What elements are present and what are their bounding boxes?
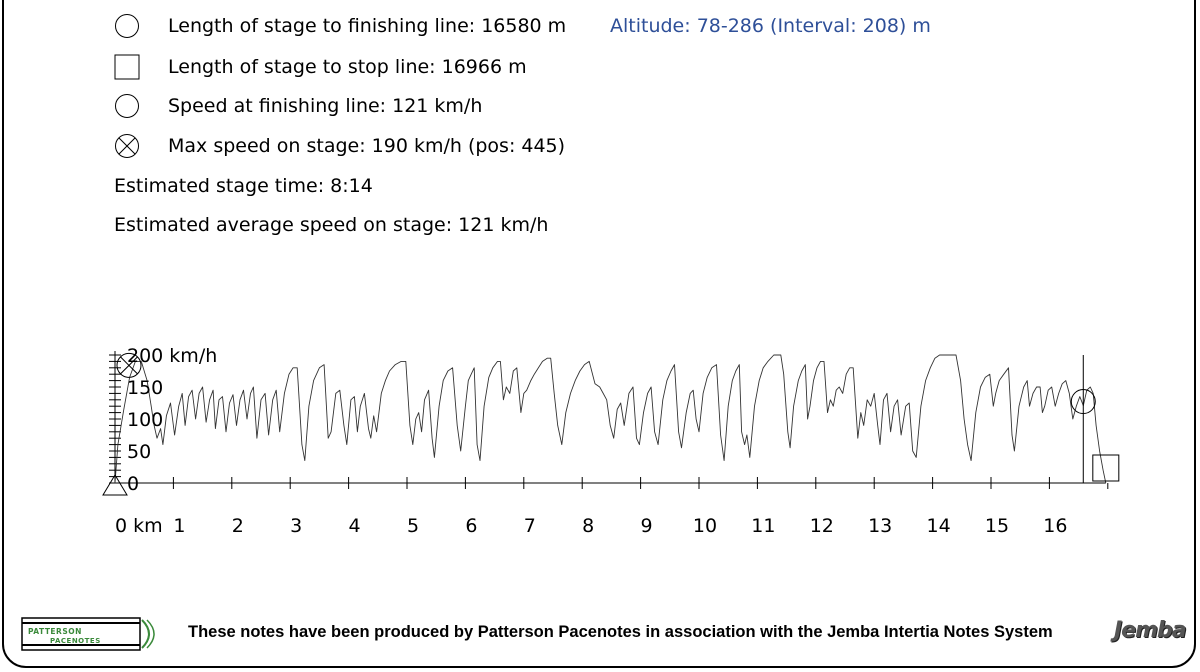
logo-line2: PACENOTES [50, 637, 101, 645]
estimated-stage-time: Estimated stage time: 8:14 [114, 175, 373, 197]
legend-finish-speed-text: Speed at finishing line: 121 km/h [168, 95, 483, 117]
footer-credit: These notes have been produced by Patter… [188, 623, 1053, 641]
x-tick-label: 4 [349, 515, 361, 537]
x-tick-label: 9 [641, 515, 653, 537]
stop-square-icon [114, 54, 140, 80]
chart-series [114, 354, 1107, 484]
chart-markers [102, 352, 1120, 496]
finish-circle-marker [1070, 389, 1096, 415]
max-speed-marker [116, 352, 142, 378]
x-tick-label: 2 [232, 515, 244, 537]
y-tick-label: 150 [127, 377, 163, 399]
max-speed-circle-x-icon [115, 134, 139, 158]
x-tick-label: 0 km [115, 515, 163, 537]
x-tick-label: 3 [290, 515, 302, 537]
y-tick-label: 50 [127, 441, 151, 463]
x-tick-label: 13 [868, 515, 892, 537]
max-speed-marker-x2 [120, 356, 138, 375]
legend-max-speed-text: Max speed on stage: 190 km/h (pos: 445) [168, 135, 566, 157]
x-tick-label: 5 [407, 515, 419, 537]
logo-line1: PATTERSON [28, 627, 82, 636]
chart-axes [109, 351, 1109, 489]
x-tick-label: 15 [985, 515, 1009, 537]
x-tick-label: 10 [693, 515, 717, 537]
x-tick-label: 14 [927, 515, 951, 537]
x-tick-label: 8 [582, 515, 594, 537]
x-tick-label: 16 [1043, 515, 1067, 537]
stop-square-marker [1092, 454, 1120, 482]
start-triangle-marker [102, 474, 128, 496]
x-tick-label: 12 [810, 515, 834, 537]
altitude-info: Altitude: 78-286 (Interval: 208) m [610, 15, 931, 37]
estimated-average-speed: Estimated average speed on stage: 121 km… [114, 214, 549, 236]
jemba-logo: Jemba [1114, 618, 1187, 643]
finish-circle-icon [115, 14, 139, 38]
y-tick-label: 100 [127, 409, 163, 431]
y-tick-label: 0 [127, 473, 139, 495]
speed-line [114, 354, 1107, 484]
legend-finish-length-text: Length of stage to finishing line: 16580… [168, 15, 567, 37]
x-tick-label: 11 [751, 515, 775, 537]
x-tick-label: 6 [465, 515, 477, 537]
x-tick-label: 1 [173, 515, 185, 537]
y-tick-label: 200 km/h [127, 345, 217, 367]
x-tick-label: 7 [524, 515, 536, 537]
finish-speed-circle-icon [115, 94, 139, 118]
legend-stop-length-text: Length of stage to stop line: 16966 m [168, 56, 527, 78]
patterson-pacenotes-logo: PATTERSON PACENOTES [21, 617, 155, 651]
